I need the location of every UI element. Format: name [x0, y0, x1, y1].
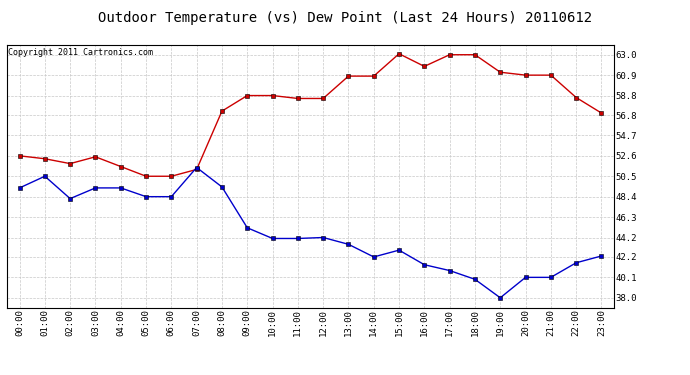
Text: Outdoor Temperature (vs) Dew Point (Last 24 Hours) 20110612: Outdoor Temperature (vs) Dew Point (Last…: [98, 11, 592, 25]
Text: Copyright 2011 Cartronics.com: Copyright 2011 Cartronics.com: [8, 48, 153, 57]
